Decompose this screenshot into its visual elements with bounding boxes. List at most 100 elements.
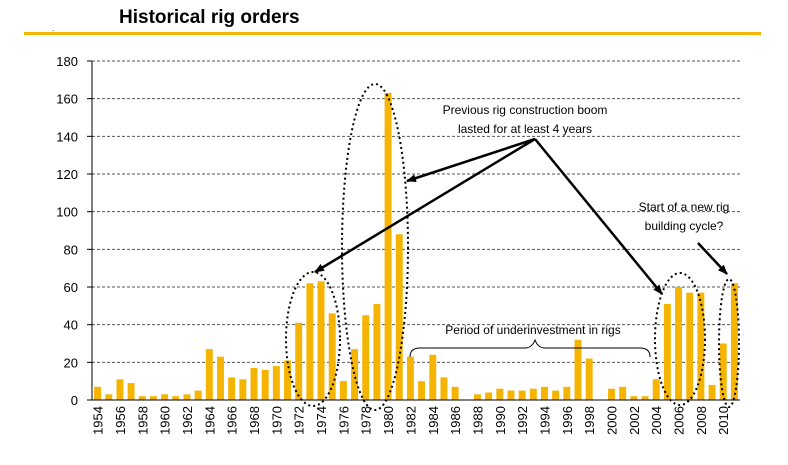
x-tick-label: 1960 — [158, 406, 173, 435]
bar-1997 — [574, 339, 582, 400]
y-tick-label: 140 — [56, 129, 78, 144]
x-tick-label: 1996 — [560, 406, 575, 435]
axes: 0 20 40 60 80 100 120 140 160 180 1954 1956 1958 1960… — [56, 54, 740, 435]
title-accent-rule — [24, 32, 761, 35]
arrow-to-1973 — [314, 137, 536, 274]
x-tick-label: 2000 — [605, 406, 620, 435]
y-tick-label: 120 — [56, 167, 78, 182]
bar-1959 — [149, 396, 157, 400]
x-tick-label: 2006 — [672, 406, 687, 435]
x-tick-label: 1966 — [225, 406, 240, 435]
bar-1994 — [541, 386, 548, 400]
y-tick-label: 180 — [56, 54, 78, 69]
x-tick-label: 1988 — [470, 406, 485, 435]
annotations: Previous rig construction boom lasted fo… — [285, 83, 740, 411]
x-tick-label: 2010 — [716, 406, 731, 435]
x-tick-label: 1962 — [180, 406, 195, 435]
bar-2009 — [708, 384, 716, 400]
bar-1961 — [172, 396, 180, 400]
arrow-to-2011 — [697, 242, 728, 275]
bar-2006 — [675, 287, 683, 400]
bar-2005 — [663, 303, 671, 400]
bar-1978 — [362, 315, 370, 400]
x-tick-label: 1976 — [336, 406, 351, 435]
x-tick-label: 2004 — [649, 406, 664, 435]
bar-1972 — [295, 322, 303, 400]
x-tick-label: 1974 — [314, 406, 329, 435]
bar-1966 — [228, 377, 236, 400]
arrow-to-1980 — [406, 137, 536, 183]
bar-1988 — [473, 394, 481, 400]
bar-1973 — [306, 283, 314, 400]
bar-1993 — [529, 388, 537, 400]
bar-2010 — [719, 343, 727, 400]
y-tick-label: 60 — [64, 280, 78, 295]
highlight-ellipse-1972-1975 — [285, 271, 341, 407]
bar-1980 — [384, 93, 392, 401]
bar-1979 — [373, 303, 381, 400]
bar-1960 — [161, 394, 169, 400]
bar-1974 — [317, 281, 325, 400]
bar-1989 — [485, 392, 493, 400]
bar-2008 — [697, 292, 705, 400]
x-tick-label: 1954 — [91, 406, 106, 435]
x-tick-label: 1964 — [202, 406, 217, 435]
y-tick-label: 40 — [64, 318, 78, 333]
new-cycle-annotation-line-1: Start of a new rig — [639, 200, 730, 214]
x-tick-label: 1986 — [448, 406, 463, 435]
bar-1981 — [395, 234, 403, 400]
bar-2002 — [630, 396, 638, 400]
bar-1998 — [585, 358, 593, 400]
bar-1976 — [339, 381, 347, 400]
bar-1984 — [429, 354, 437, 400]
x-tick-label: 1982 — [403, 406, 418, 435]
x-tick-label: 1998 — [582, 406, 597, 435]
bar-1982 — [406, 356, 414, 400]
bar-1970 — [272, 366, 280, 400]
x-tick-label: 1994 — [538, 406, 553, 435]
new-cycle-annotation-line-2: building cycle? — [645, 219, 724, 233]
bar-1958 — [138, 396, 146, 400]
arrow-to-2005 — [534, 138, 663, 295]
bar-1964 — [205, 349, 213, 400]
boom-annotation-line-2: lasted for at least 4 years — [458, 122, 592, 136]
bar-1969 — [261, 369, 269, 400]
bar-1983 — [418, 381, 426, 400]
bar-1962 — [183, 394, 191, 400]
bar-1967 — [239, 379, 247, 400]
bar-2001 — [619, 386, 627, 400]
bar-2003 — [641, 396, 649, 400]
x-tick-label: 1972 — [292, 406, 307, 435]
bar-2007 — [686, 292, 694, 400]
bar-1954 — [94, 386, 102, 400]
highlight-ellipse-2005-2008 — [654, 272, 706, 406]
bar-1991 — [507, 390, 515, 400]
y-tick-label: 100 — [56, 205, 78, 220]
x-tick-label: 1968 — [247, 406, 262, 435]
x-tick-label: 2008 — [694, 406, 709, 435]
y-tick-label: 20 — [64, 355, 78, 370]
bar-2011 — [730, 283, 738, 400]
y-tick-label: 80 — [64, 242, 78, 257]
bar-2004 — [652, 379, 660, 400]
bar-1986 — [451, 386, 459, 400]
x-tick-label: 1980 — [381, 406, 396, 435]
bar-1975 — [328, 313, 336, 400]
underinvestment-annotation: Period of underinvestment in rigs — [445, 323, 620, 337]
boom-annotation-line-1: Previous rig construction boom — [443, 103, 608, 117]
x-tick-label: 1984 — [426, 406, 441, 435]
bar-1963 — [194, 390, 202, 400]
bar-1956 — [116, 379, 124, 400]
bar-1996 — [563, 386, 571, 400]
underinvestment-bracket — [409, 338, 651, 358]
y-tick-label: 160 — [56, 92, 78, 107]
x-tick-label: 1970 — [269, 406, 284, 435]
bar-1955 — [105, 394, 113, 400]
title-marker-dot: . — [52, 24, 55, 33]
bar-series — [94, 93, 738, 401]
gridlines — [92, 60, 740, 363]
x-tick-label: 2002 — [627, 406, 642, 435]
bar-1977 — [351, 349, 359, 400]
x-tick-label: 1958 — [135, 406, 150, 435]
